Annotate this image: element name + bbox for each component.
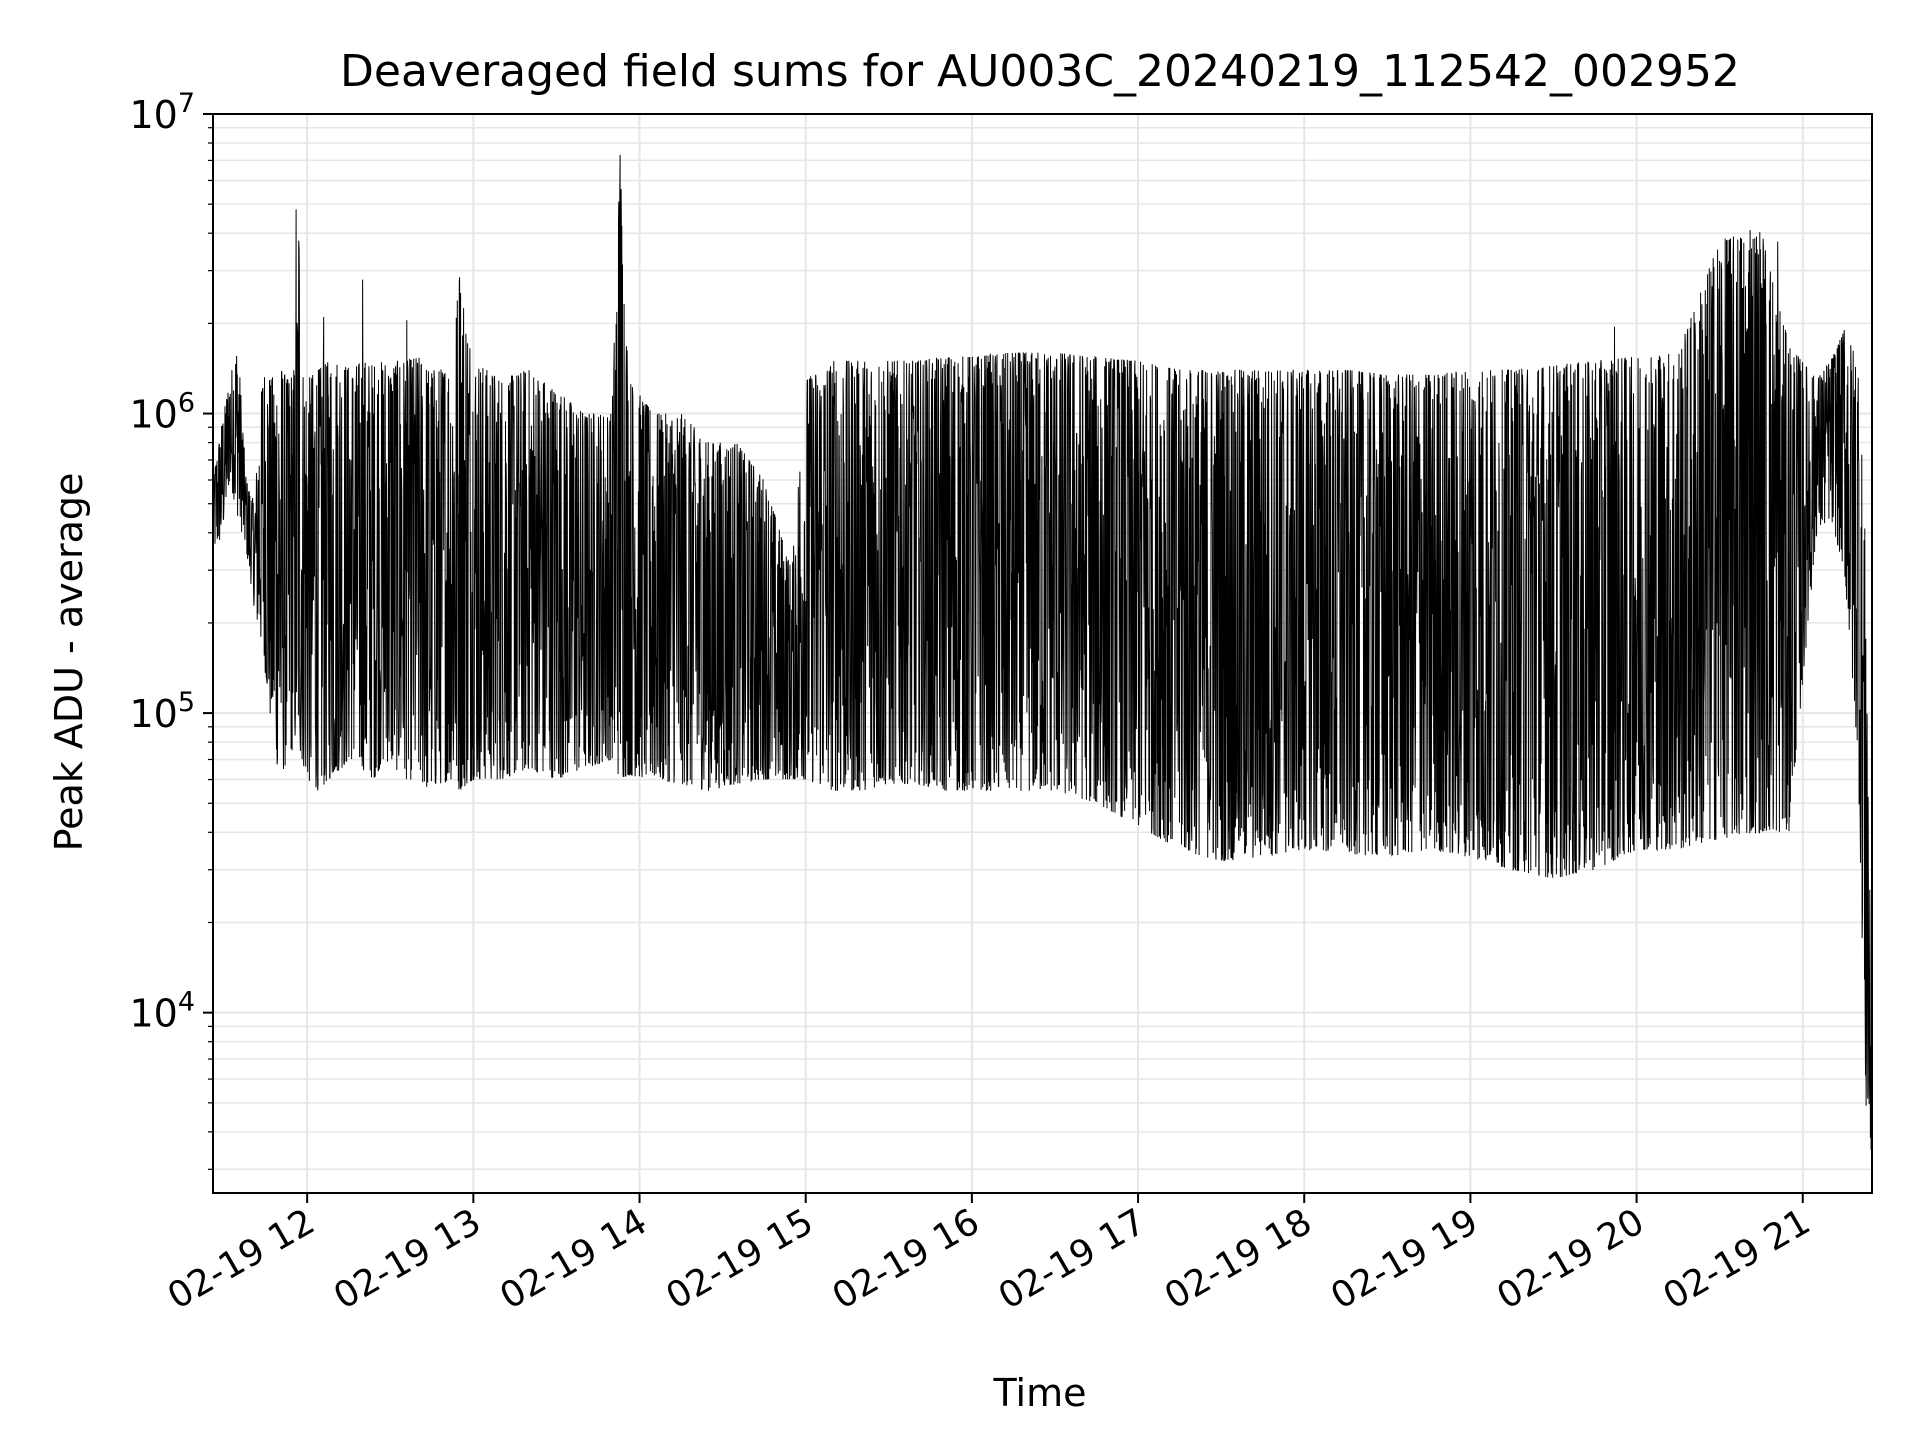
chart-title: Deaveraged field sums for AU003C_2024021… — [340, 46, 1740, 97]
x-axis-label: Time — [993, 1371, 1087, 1415]
y-axis: 104 105 106 107 — [129, 88, 213, 1170]
y-axis-label: Peak ADU - average — [47, 473, 91, 852]
y-tick-label: 106 — [129, 388, 195, 437]
plot-area — [212, 154, 1873, 1150]
y-tick-label: 107 — [129, 88, 195, 137]
series-line — [212, 154, 1873, 1150]
axes-frame — [212, 113, 1873, 1194]
y-tick-label: 104 — [129, 987, 195, 1036]
y-tick-label: 105 — [129, 687, 195, 736]
